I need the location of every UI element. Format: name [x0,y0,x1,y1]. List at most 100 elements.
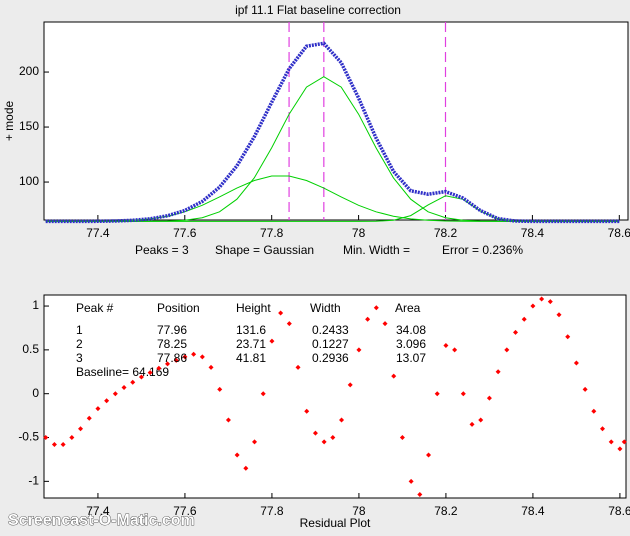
y-tick-label: 100 [19,174,39,188]
residual-point [121,385,127,391]
residual-point [69,435,75,441]
y-axis-label: + mode [2,100,16,141]
table-cell: 0.1227 [312,337,349,351]
table-cell: 77.86 [157,351,187,365]
residual-point [443,342,449,348]
table-cell: 3 [76,351,83,365]
x-tick-label: 78.4 [521,226,545,240]
watermark: Screencast-O-Matic.com [8,512,195,529]
x-tick-label: 77.4 [86,504,110,518]
residual-point [539,296,545,302]
residual-point [156,365,162,371]
x-tick-label: 78.6 [608,504,630,518]
table-cell: 23.71 [236,337,266,351]
residual-point [225,417,231,423]
table-cell: 77.96 [157,323,187,337]
residual-point [130,379,136,385]
x-tick-label: 78 [352,504,366,518]
residual-point [312,430,318,436]
table-cell: 131.6 [236,323,266,337]
residual-point [513,329,519,335]
residual-point [138,374,144,380]
table-cell: 0.2936 [312,351,349,365]
data-curve [45,41,620,224]
residual-point [365,316,371,322]
residual-point [556,312,562,318]
table-cell: 13.07 [396,351,426,365]
residual-point [373,305,379,311]
y-tick-label: 1 [32,298,39,312]
residual-point [286,321,292,327]
residual-point [112,391,118,397]
top-axes [43,21,629,221]
residual-point [547,299,553,305]
residual-point [243,465,249,471]
residual-point [521,316,527,322]
annotation: Min. Width = [343,243,410,257]
residual-point [356,347,362,353]
table-cell: 0.2433 [312,323,349,337]
residual-point [51,442,57,448]
table-cell: 1 [76,323,83,337]
residual-point [426,452,432,458]
residual-point [617,446,623,452]
residual-point [434,391,440,397]
x-tick-label: 77.8 [260,226,284,240]
residual-point [478,417,484,423]
residual-point [104,398,110,404]
residual-point [339,417,345,423]
table-header: Position [157,301,200,315]
component-curve [45,175,620,222]
residual-point [95,406,101,412]
table-header: Width [310,301,341,315]
x-axis-label: Residual Plot [300,516,371,530]
residual-point [43,435,49,441]
residual-point [495,369,501,375]
residual-point [260,391,266,397]
table-cell: 41.81 [236,351,266,365]
residual-point [469,421,475,427]
residual-point [608,439,614,445]
residual-point [60,442,66,448]
residual-point [78,426,84,432]
x-tick-label: 77.4 [86,226,110,240]
x-tick-label: 77.8 [260,504,284,518]
y-tick-label: -1 [28,474,39,488]
figure-title: ipf 11.1 Flat baseline correction [235,3,401,17]
annotation: Shape = Gaussian [215,243,314,257]
x-tick-label: 78.6 [608,226,630,240]
residual-point [173,357,179,363]
table-cell: 78.25 [157,337,187,351]
table-cell: 2 [76,337,83,351]
residual-point [165,361,171,367]
residual-point [504,347,510,353]
annotation: Error = 0.236% [442,243,523,257]
residual-point [269,338,275,344]
table-cell: 34.08 [396,323,426,337]
residual-point [530,303,536,309]
residual-point [217,386,223,392]
residual-point [621,439,627,445]
annotation: Peaks = 3 [135,243,189,257]
table-header: Area [395,301,421,315]
y-tick-label: 0.5 [22,342,39,356]
x-tick-label: 78.2 [434,226,458,240]
residual-point [382,321,388,327]
residual-point [565,334,571,340]
residual-point [295,364,301,370]
residual-point [234,452,240,458]
residual-point [573,360,579,366]
residual-point [191,351,197,357]
residual-point [460,391,466,397]
residual-point [591,408,597,414]
y-tick-label: 150 [19,119,39,133]
residual-point [600,426,606,432]
residual-point [399,435,405,441]
table-cell: 3.096 [396,337,426,351]
residual-point [408,478,414,484]
residual-point [330,435,336,441]
x-tick-label: 77.6 [173,504,197,518]
residual-point [199,354,205,360]
table-header: Height [236,301,271,315]
residual-point [278,310,284,316]
